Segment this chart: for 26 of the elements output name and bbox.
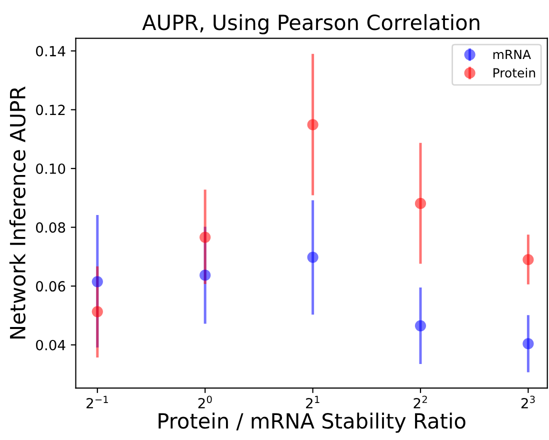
- point: [522, 254, 534, 266]
- y-tick-label: 0.14: [36, 46, 66, 56]
- legend-label: Protein: [494, 68, 536, 78]
- point: [307, 252, 318, 263]
- y-tick-label: 0.10: [36, 163, 66, 174]
- point: [92, 276, 103, 288]
- point: [414, 320, 426, 332]
- point: [414, 198, 426, 210]
- y-tick-label: 0.04: [36, 340, 66, 350]
- point: [200, 232, 211, 243]
- y-axis-title: Network Inference AUPR: [9, 86, 26, 338]
- y-tick-label: 0.08: [36, 222, 66, 233]
- x-tick-label: 2$^{3}$: [521, 396, 535, 408]
- x-tick-label: 2$^{0}$: [198, 396, 212, 408]
- chart-title: AUPR, Using Pearson Correlation: [142, 14, 480, 34]
- x-tick-label: 2$^{−1}$: [86, 396, 108, 408]
- x-tick-label: 2$^{1}$: [306, 396, 320, 408]
- point: [307, 119, 318, 130]
- legend-label: mRNA: [493, 50, 531, 60]
- x-axis-title: Protein / mRNA Stability Ratio: [158, 412, 466, 433]
- point: [522, 338, 534, 350]
- x-tick-label: 2$^{2}$: [414, 396, 427, 408]
- point: [200, 270, 211, 281]
- y-tick-label: 0.12: [36, 104, 65, 116]
- point: [92, 306, 103, 318]
- y-tick-label: 0.06: [36, 281, 66, 292]
